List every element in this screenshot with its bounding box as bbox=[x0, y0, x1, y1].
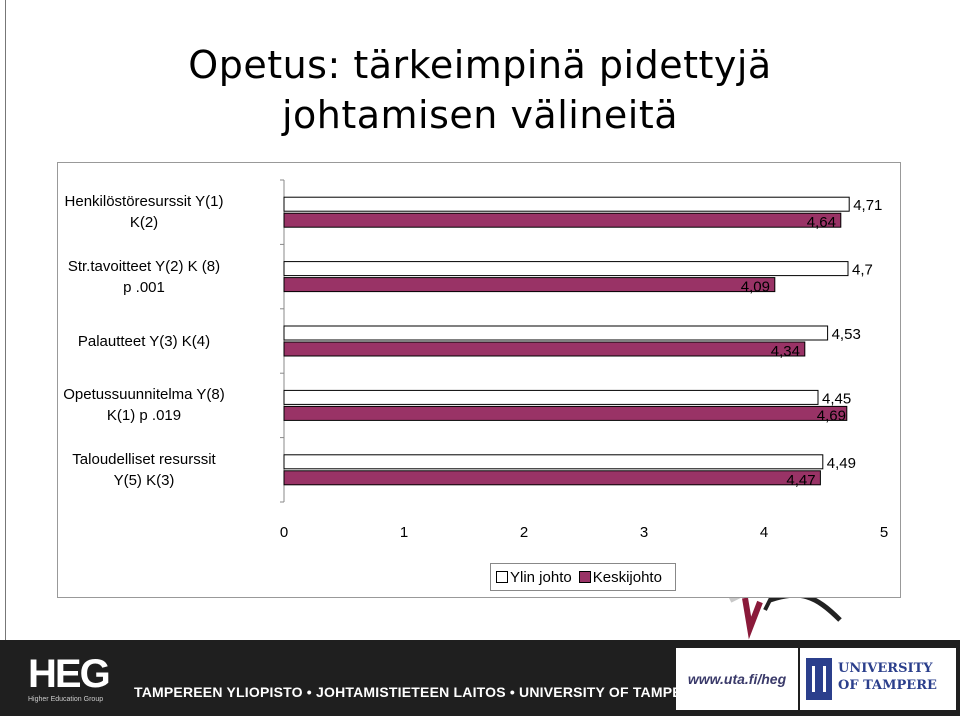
data-label-keskijohto: 4,09 bbox=[741, 279, 770, 296]
category-label: Henkilöstöresurssit Y(1) K(2) bbox=[14, 191, 274, 233]
university-emblem-icon bbox=[806, 658, 832, 700]
category-label-line: Henkilöstöresurssit Y(1) bbox=[64, 193, 224, 211]
category-label: Str.tavoitteet Y(2) K (8) p .001 bbox=[14, 256, 274, 298]
x-tick-label: 0 bbox=[280, 524, 288, 541]
data-label-ylin-johto: 4,71 bbox=[853, 197, 882, 214]
category-label-line: Opetussuunnitelma Y(8) bbox=[63, 386, 225, 404]
slide-title: Opetus: tärkeimpinä pidettyjä johtamisen… bbox=[0, 40, 960, 140]
university-name-line-1: UNIVERSITY bbox=[838, 661, 933, 676]
university-name-line-2: OF TAMPERE bbox=[838, 678, 937, 693]
heg-logo-subtext: Higher Education Group bbox=[28, 696, 104, 703]
data-label-ylin-johto: 4,7 bbox=[852, 262, 873, 279]
x-tick-label: 5 bbox=[880, 524, 888, 541]
bar-keskijohto bbox=[283, 405, 848, 421]
bar-ylin-johto bbox=[283, 454, 824, 470]
bar-ylin-johto bbox=[283, 389, 819, 405]
bar-ylin-johto bbox=[283, 261, 849, 277]
data-label-keskijohto: 4,34 bbox=[771, 343, 800, 360]
heg-logo: HEG bbox=[28, 652, 111, 696]
title-line-1: Opetus: tärkeimpinä pidettyjä bbox=[188, 43, 772, 87]
university-name: UNIVERSITY OF TAMPERE bbox=[838, 660, 937, 694]
data-label-ylin-johto: 4,49 bbox=[827, 455, 856, 472]
legend-label-ylin-johto: Ylin johto bbox=[510, 568, 572, 586]
x-tick-label: 4 bbox=[760, 524, 768, 541]
category-label: Taloudelliset resurssit Y(5) K(3) bbox=[14, 449, 274, 491]
category-label: Palautteet Y(3) K(4) bbox=[14, 331, 274, 352]
title-line-2: johtamisen välineitä bbox=[281, 93, 679, 137]
institution-text: TAMPEREEN YLIOPISTO • JOHTAMISTIETEEN LA… bbox=[134, 684, 702, 700]
chart-legend: Ylin johto Keskijohto bbox=[490, 563, 676, 591]
x-tick-label: 2 bbox=[520, 524, 528, 541]
x-tick-label: 3 bbox=[640, 524, 648, 541]
bar-ylin-johto bbox=[283, 196, 850, 212]
bar-keskijohto bbox=[283, 212, 842, 228]
data-label-ylin-johto: 4,53 bbox=[832, 326, 861, 343]
category-label-line: Y(5) K(3) bbox=[113, 471, 175, 489]
legend-item-ylin-johto: Ylin johto bbox=[496, 569, 572, 586]
category-label-line: K(2) bbox=[129, 214, 159, 232]
category-label: Opetussuunnitelma Y(8) K(1) p .019 bbox=[14, 384, 274, 426]
left-border-line bbox=[5, 0, 6, 640]
data-label-keskijohto: 4,64 bbox=[807, 214, 836, 231]
category-label-line: K(1) p .019 bbox=[106, 407, 182, 425]
bar-keskijohto bbox=[283, 277, 776, 293]
legend-swatch-ylin-johto bbox=[496, 571, 508, 583]
legend-item-keskijohto: Keskijohto bbox=[578, 568, 662, 586]
legend-label-keskijohto: Keskijohto bbox=[592, 568, 662, 586]
bar-keskijohto bbox=[283, 470, 821, 486]
data-label-keskijohto: 4,47 bbox=[786, 472, 815, 489]
category-label-line: Str.tavoitteet Y(2) K (8) bbox=[67, 257, 221, 275]
bar-ylin-johto bbox=[283, 325, 829, 341]
category-label-line: Taloudelliset resurssit bbox=[72, 450, 216, 468]
chart-frame bbox=[57, 162, 901, 598]
category-label-line: p .001 bbox=[123, 278, 165, 296]
university-logo: UNIVERSITY OF TAMPERE bbox=[800, 648, 956, 710]
data-label-keskijohto: 4,69 bbox=[817, 407, 846, 424]
category-label-line: Palautteet Y(3) K(4) bbox=[77, 332, 211, 350]
x-tick-label: 1 bbox=[400, 524, 408, 541]
bar-keskijohto bbox=[283, 341, 806, 357]
data-label-ylin-johto: 4,45 bbox=[822, 390, 851, 407]
footer-url: www.uta.fi/heg bbox=[676, 648, 798, 710]
legend-swatch-keskijohto bbox=[578, 571, 591, 583]
